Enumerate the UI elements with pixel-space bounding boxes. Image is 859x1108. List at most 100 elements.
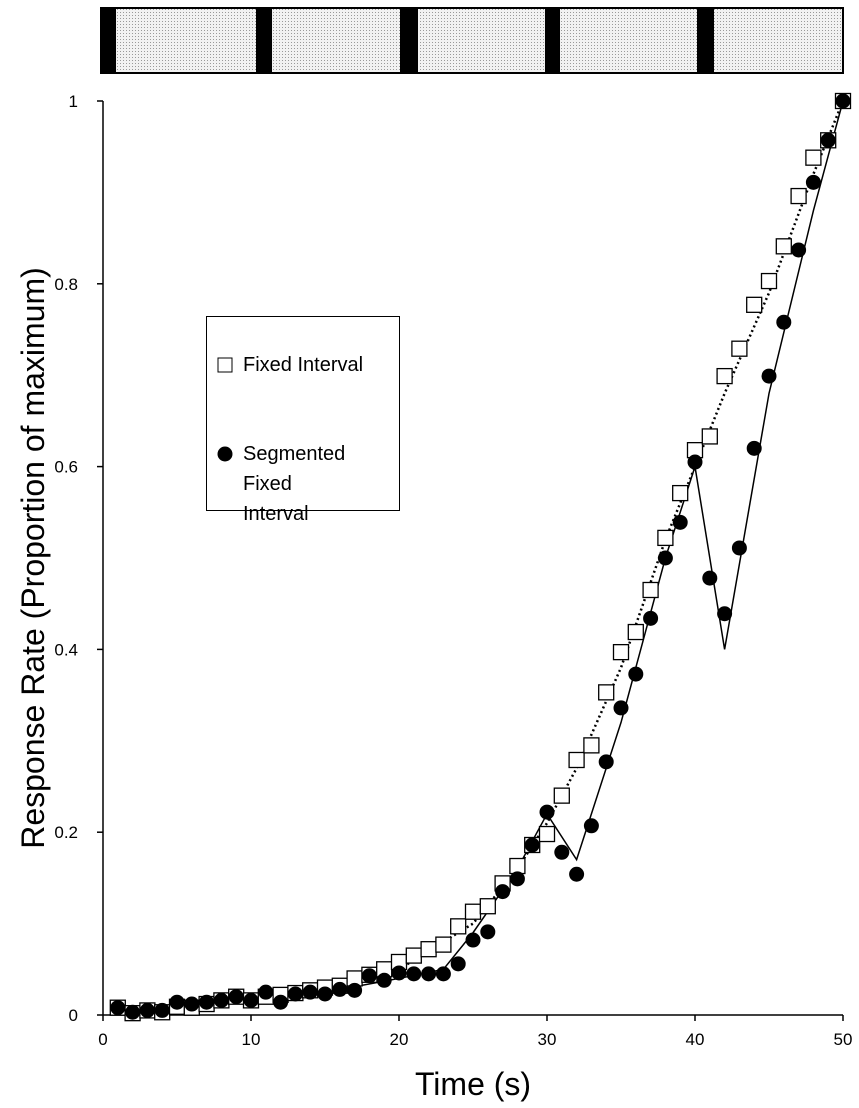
y-axis-label: Response Rate (Proportion of maximum) (15, 267, 51, 849)
point-circle (480, 924, 496, 940)
y-tick-label: 0 (69, 1006, 78, 1025)
point-circle (391, 965, 407, 981)
point-square (420, 941, 437, 958)
segment-bar (100, 7, 844, 74)
point-square (612, 643, 630, 661)
legend-marker (217, 446, 233, 462)
point-circle (702, 570, 718, 586)
legend-item: Segmented Fixed Interval (215, 439, 363, 529)
point-circle (524, 837, 540, 853)
legend: Fixed Interval Segmented Fixed Interval (206, 316, 400, 525)
point-circle (450, 956, 466, 972)
point-square (538, 825, 556, 843)
point-circle (243, 992, 259, 1008)
point-circle (406, 966, 422, 982)
point-circle (776, 314, 792, 330)
point-circle (672, 514, 688, 530)
point-circle (199, 994, 215, 1010)
point-square (464, 903, 482, 920)
point-square (627, 623, 644, 641)
x-tick-label: 10 (242, 1030, 261, 1049)
point-circle (613, 700, 629, 716)
point-circle (791, 242, 807, 258)
point-square (731, 340, 748, 357)
point-square (746, 296, 763, 313)
point-circle (509, 871, 525, 887)
x-tick-label: 20 (390, 1030, 409, 1049)
x-tick-label: 50 (834, 1030, 853, 1049)
point-circle (746, 440, 762, 456)
point-circle (657, 550, 673, 566)
point-square (450, 918, 467, 935)
point-circle (228, 989, 244, 1005)
point-circle (110, 1000, 126, 1016)
point-square (657, 529, 674, 547)
fit-line (117, 100, 845, 1012)
point-circle (361, 968, 377, 984)
point-circle (539, 804, 555, 820)
point-square (435, 936, 452, 953)
fit-line (117, 100, 844, 1012)
point-square (598, 684, 615, 701)
legend-item: Fixed Interval (215, 350, 393, 380)
legend-marker (217, 357, 233, 373)
x-axis-label: Time (s) (415, 1066, 531, 1102)
point-square (568, 751, 585, 769)
point-circle (583, 818, 599, 834)
point-circle (213, 992, 229, 1008)
point-circle (805, 174, 821, 190)
point-circle (820, 132, 836, 148)
point-circle (273, 994, 289, 1010)
point-square (479, 898, 496, 915)
point-circle (628, 666, 644, 682)
x-tick-label: 30 (538, 1030, 557, 1049)
y-tick-label: 0.6 (54, 458, 78, 477)
point-circle (761, 368, 777, 384)
point-circle (332, 981, 348, 997)
point-circle (495, 884, 511, 900)
point-circle (302, 984, 318, 1000)
point-circle (184, 996, 200, 1012)
point-square (805, 149, 822, 166)
point-square (583, 737, 600, 754)
point-circle (731, 540, 747, 556)
y-tick-label: 0.2 (54, 823, 78, 842)
point-circle (258, 984, 274, 1000)
point-circle (643, 610, 659, 626)
x-tick-label: 0 (98, 1030, 107, 1049)
point-circle (435, 966, 451, 982)
point-circle (347, 982, 363, 998)
point-circle (287, 986, 303, 1002)
point-square (509, 857, 526, 875)
y-tick-label: 0.8 (54, 275, 78, 294)
point-circle (154, 1002, 170, 1018)
point-square (760, 272, 778, 290)
point-circle (169, 994, 185, 1010)
point-circle (835, 93, 851, 109)
point-square (716, 367, 733, 385)
point-square (775, 238, 792, 255)
y-tick-label: 0.4 (54, 640, 78, 659)
legend-label: Segmented Fixed Interval (243, 443, 346, 525)
point-circle (687, 454, 703, 470)
point-square (553, 787, 570, 804)
point-circle (598, 754, 614, 770)
point-square (642, 581, 659, 599)
point-circle (125, 1004, 141, 1020)
point-square (701, 428, 718, 445)
y-tick-label: 1 (69, 92, 78, 111)
point-circle (465, 932, 481, 948)
point-circle (376, 972, 392, 988)
point-circle (317, 986, 333, 1002)
point-circle (554, 844, 570, 860)
x-tick-label: 40 (686, 1030, 705, 1049)
point-square (405, 947, 422, 964)
point-circle (139, 1002, 155, 1018)
point-circle (569, 866, 585, 882)
point-circle (421, 966, 437, 982)
point-circle (717, 606, 733, 622)
point-square (790, 187, 807, 205)
point-square (672, 484, 689, 502)
